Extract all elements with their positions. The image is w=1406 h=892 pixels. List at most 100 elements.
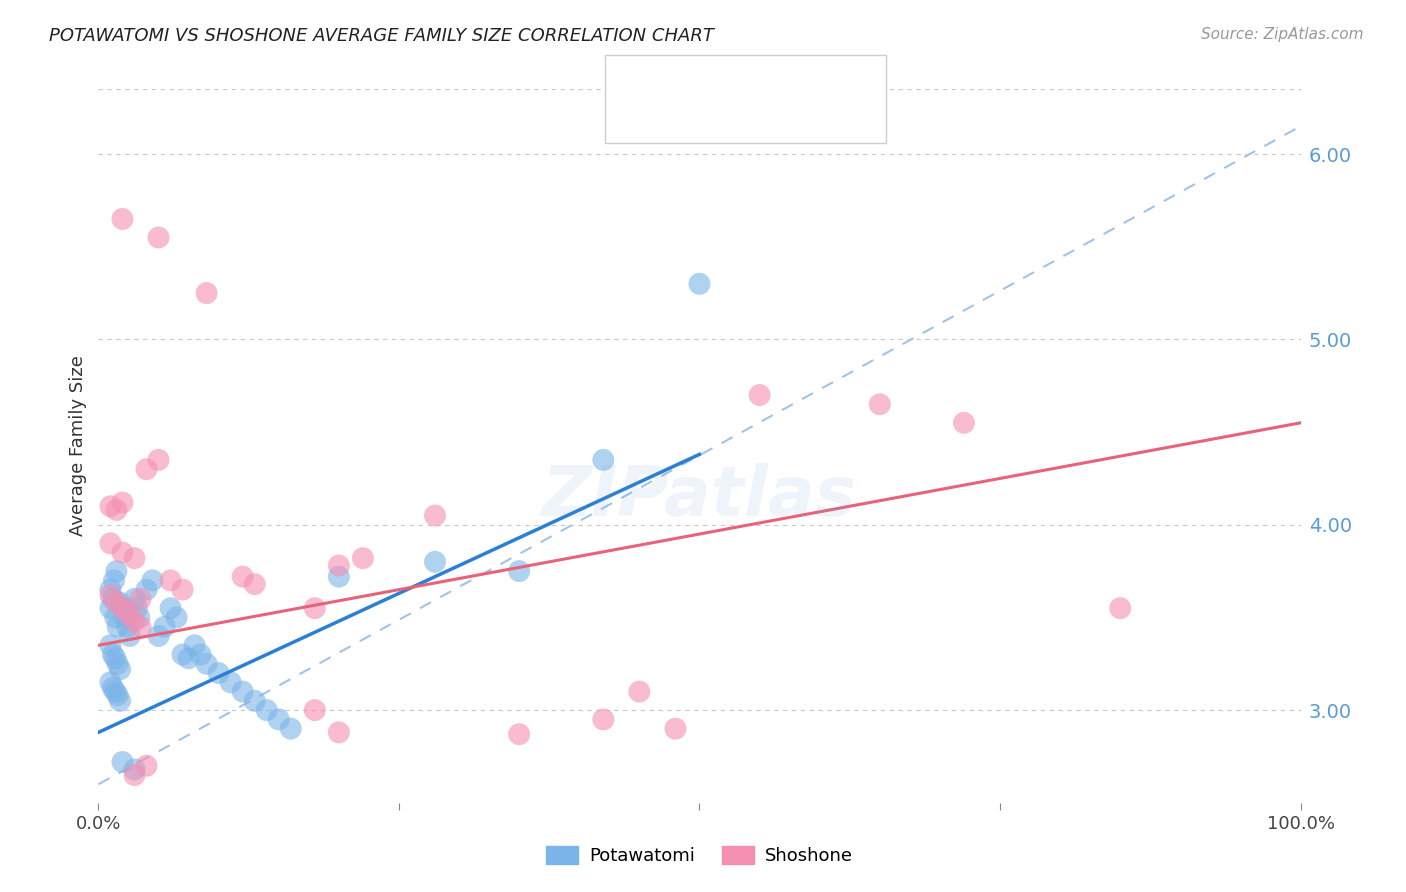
Point xyxy=(104,651,127,665)
Point xyxy=(100,601,122,615)
Point xyxy=(256,703,278,717)
Point xyxy=(124,551,146,566)
Point xyxy=(190,648,212,662)
Text: 0.549: 0.549 xyxy=(703,62,759,80)
Point xyxy=(328,569,350,583)
Point xyxy=(508,727,530,741)
Legend: Potawatomi, Shoshone: Potawatomi, Shoshone xyxy=(538,838,860,872)
Point xyxy=(100,500,122,514)
Point xyxy=(100,582,122,597)
Point xyxy=(105,596,128,610)
Point xyxy=(114,610,136,624)
Point xyxy=(107,657,129,671)
Point xyxy=(124,763,146,777)
Point xyxy=(280,722,302,736)
Point xyxy=(105,564,128,578)
Point xyxy=(172,582,194,597)
Point xyxy=(111,211,134,226)
Point xyxy=(128,610,150,624)
Point xyxy=(111,755,134,769)
Y-axis label: Average Family Size: Average Family Size xyxy=(69,356,87,536)
Text: N =: N = xyxy=(759,62,811,80)
Point xyxy=(148,453,170,467)
Point xyxy=(423,555,446,569)
Text: 0.296: 0.296 xyxy=(703,101,759,119)
Point xyxy=(592,453,614,467)
Point xyxy=(118,629,141,643)
Point xyxy=(148,629,170,643)
Point xyxy=(304,703,326,717)
Point xyxy=(111,495,134,509)
Point xyxy=(100,675,122,690)
Point xyxy=(1109,601,1132,615)
Point xyxy=(117,620,139,634)
Point xyxy=(135,582,157,597)
Point xyxy=(141,574,163,588)
Point xyxy=(124,614,146,628)
Point xyxy=(232,569,254,583)
Point xyxy=(101,648,124,662)
Point xyxy=(105,503,128,517)
Point xyxy=(243,694,266,708)
Point xyxy=(135,462,157,476)
Point xyxy=(111,545,134,559)
Point xyxy=(129,591,152,606)
Point xyxy=(103,574,125,588)
Point xyxy=(177,651,200,665)
Point xyxy=(664,722,686,736)
Point xyxy=(124,591,146,606)
Point xyxy=(129,620,152,634)
Point xyxy=(159,574,181,588)
Text: ZIPatlas: ZIPatlas xyxy=(541,464,858,531)
Point xyxy=(267,712,290,726)
Point xyxy=(124,768,146,782)
Point xyxy=(135,758,157,772)
Point xyxy=(328,725,350,739)
Point xyxy=(195,657,218,671)
Point xyxy=(148,230,170,244)
Text: 50: 50 xyxy=(813,62,838,80)
Point xyxy=(111,601,134,615)
Point xyxy=(107,688,129,702)
Point xyxy=(628,684,651,698)
Text: R =: R = xyxy=(661,101,700,119)
Point xyxy=(508,564,530,578)
Point xyxy=(869,397,891,411)
Point xyxy=(101,681,124,695)
Point xyxy=(108,694,131,708)
Point xyxy=(592,712,614,726)
Text: 40: 40 xyxy=(813,101,838,119)
Point xyxy=(748,388,770,402)
Point xyxy=(328,558,350,573)
Point xyxy=(100,536,122,550)
Point xyxy=(304,601,326,615)
Point xyxy=(153,620,176,634)
Text: Source: ZipAtlas.com: Source: ZipAtlas.com xyxy=(1201,27,1364,42)
Point xyxy=(953,416,976,430)
Point xyxy=(183,638,205,652)
Point xyxy=(166,610,188,624)
Point xyxy=(100,638,122,652)
Point xyxy=(219,675,242,690)
Point xyxy=(195,286,218,301)
Point xyxy=(159,601,181,615)
Point xyxy=(423,508,446,523)
Point xyxy=(125,601,148,615)
Point xyxy=(232,684,254,698)
Point xyxy=(104,684,127,698)
Point xyxy=(111,601,134,615)
Point xyxy=(689,277,711,291)
Point xyxy=(172,648,194,662)
Point xyxy=(101,591,124,606)
Text: POTAWATOMI VS SHOSHONE AVERAGE FAMILY SIZE CORRELATION CHART: POTAWATOMI VS SHOSHONE AVERAGE FAMILY SI… xyxy=(49,27,714,45)
Point xyxy=(104,610,127,624)
Point xyxy=(243,577,266,591)
Text: N =: N = xyxy=(759,101,811,119)
Point xyxy=(208,666,231,681)
Point xyxy=(108,596,131,610)
Text: R =: R = xyxy=(661,62,700,80)
Point xyxy=(100,588,122,602)
Point xyxy=(117,607,139,621)
Point xyxy=(352,551,374,566)
Point xyxy=(108,662,131,676)
